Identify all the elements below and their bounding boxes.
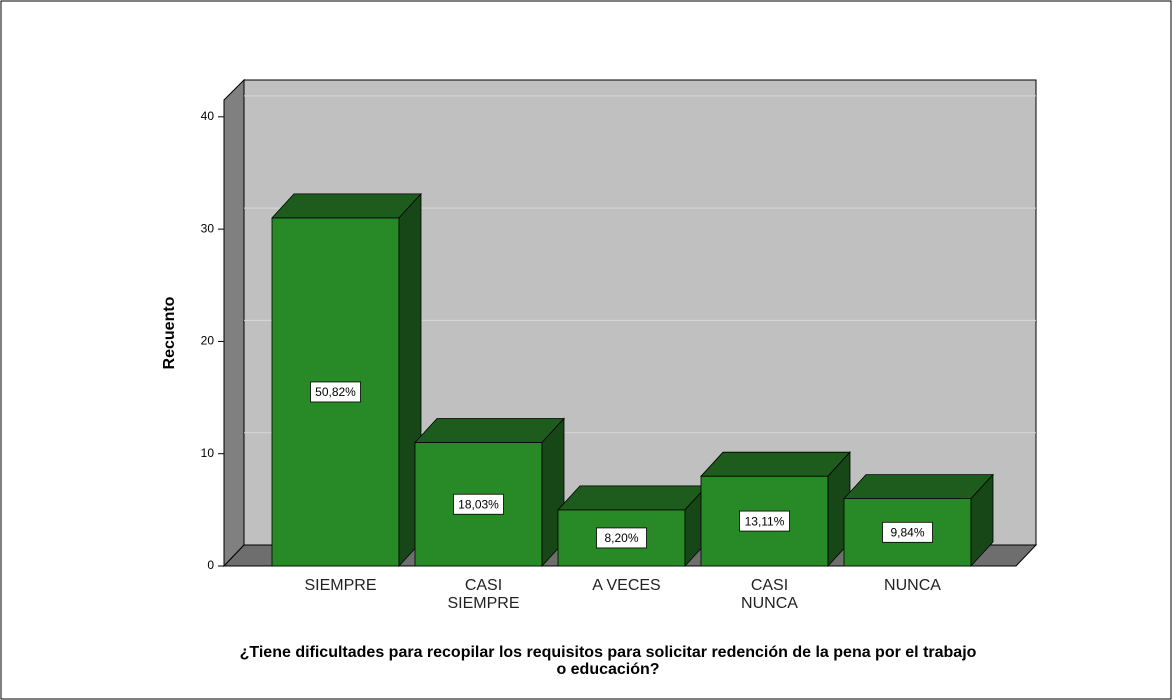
value-label: 50,82% bbox=[315, 385, 356, 399]
x-tick-label: CASI SIEMPRE bbox=[447, 577, 520, 612]
y-tick-label: 40 bbox=[201, 109, 215, 123]
label-box bbox=[596, 527, 647, 549]
bar-top bbox=[843, 474, 994, 500]
bar-side bbox=[970, 473, 994, 568]
x-tick-label: SIEMPRE bbox=[304, 577, 377, 594]
bar-top bbox=[700, 451, 851, 477]
value-label: 13,11% bbox=[745, 514, 785, 528]
label-box bbox=[310, 381, 361, 403]
x-tick-label: CASI NUNCA bbox=[741, 577, 798, 612]
y-tick-label: 10 bbox=[201, 446, 215, 460]
value-label: 18,03% bbox=[458, 497, 499, 511]
value-label: 8,20% bbox=[604, 531, 638, 545]
y-tick-label: 0 bbox=[207, 558, 214, 572]
x-tick-label: NUNCA bbox=[884, 577, 941, 594]
label-box bbox=[453, 493, 504, 515]
y-tick-label: 30 bbox=[201, 221, 215, 235]
x-axis-label: ¿Tiene dificultades para recopilar los r… bbox=[239, 644, 977, 678]
bar-top bbox=[557, 485, 708, 511]
left-wall bbox=[223, 78, 245, 568]
y-axis-label: Recuento bbox=[161, 296, 178, 369]
label-box bbox=[739, 510, 790, 532]
label-box bbox=[882, 521, 933, 543]
x-tick-label: A VECES bbox=[592, 577, 661, 594]
bar-top bbox=[271, 193, 422, 219]
value-label: 9,84% bbox=[890, 525, 924, 539]
bar-top bbox=[414, 418, 565, 443]
y-tick-label: 20 bbox=[201, 334, 215, 348]
